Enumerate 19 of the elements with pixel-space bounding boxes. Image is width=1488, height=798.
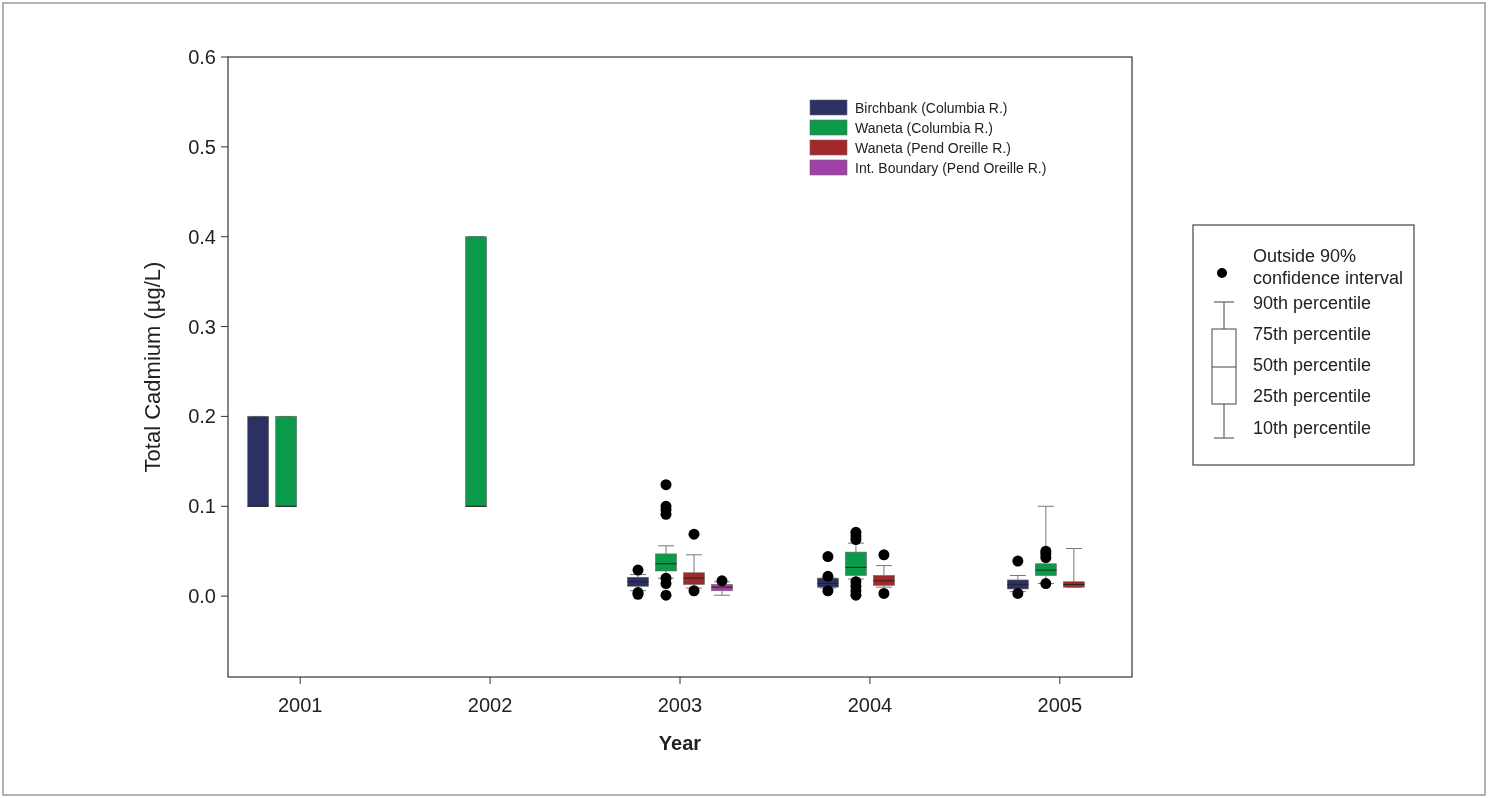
y-tick-label: 0.4 (188, 225, 216, 248)
x-tick-label: 2001 (277, 694, 323, 716)
x-tick-label: 2003 (657, 694, 703, 716)
y-axis-title: Total Cadmium (µg/L) (140, 261, 165, 473)
legend-label: Waneta (Pend Oreille R.) (855, 139, 1011, 156)
x-axis-title: Year (658, 732, 702, 754)
legend-label: Waneta (Columbia R.) (855, 119, 993, 136)
legend-label: Int. Boundary (Pend Oreille R.) (855, 159, 1047, 176)
y-tick-label: 0.5 (188, 135, 216, 158)
y-tick-label: 0.1 (188, 495, 216, 518)
x-tick-label: 2002 (467, 694, 513, 716)
y-tick-label: 0.6 (188, 46, 216, 68)
x-tick-label: 2004 (847, 694, 893, 716)
legend-label: Birchbank (Columbia R.) (855, 99, 1008, 116)
y-tick-label: 0.3 (188, 315, 216, 338)
box-plot-key: Outside 90% confidence interval 90th percentile 75th percentile 50th percentile 25th percentile 10th percentile (1192, 224, 1415, 466)
y-tick-label: 0.2 (188, 405, 216, 428)
y-tick-label: 0.0 (188, 585, 216, 608)
x-tick-label: 2005 (1037, 694, 1083, 716)
